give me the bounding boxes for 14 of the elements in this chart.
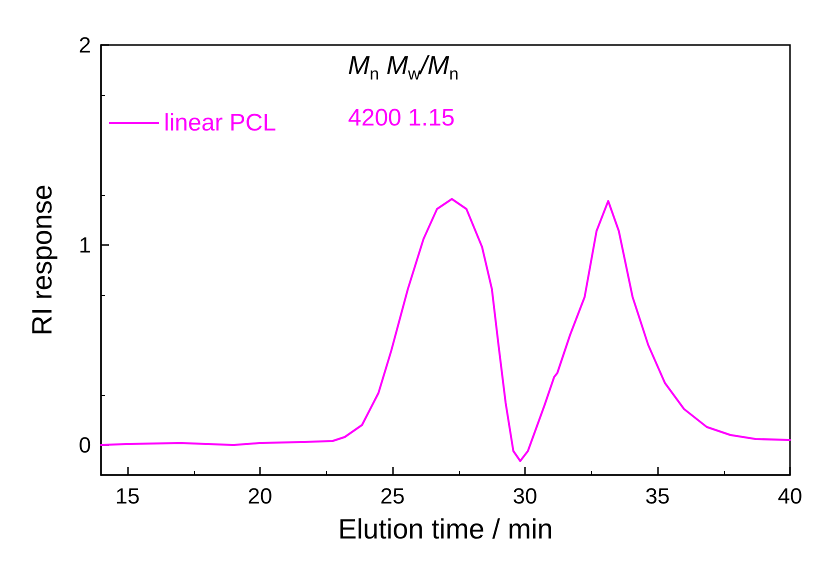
x-tick-label: 35 <box>645 484 670 508</box>
legend-label: linear PCL <box>164 110 276 136</box>
x-tick-label: 40 <box>778 484 802 508</box>
x-tick-label: 20 <box>248 484 272 508</box>
y-tick-label: 2 <box>78 32 91 58</box>
y-tick-label: 1 <box>78 232 91 258</box>
y-axis-title: RI response <box>26 184 58 336</box>
x-axis-title: Elution time / min <box>338 514 553 544</box>
x-tick-label: 25 <box>380 484 405 508</box>
annotation: 4200 1.15 <box>348 104 455 132</box>
x-tick-label: 15 <box>115 484 140 508</box>
line-series <box>100 198 791 462</box>
y-tick-label: 0 <box>78 432 91 458</box>
x-tick-label: 30 <box>512 484 538 508</box>
